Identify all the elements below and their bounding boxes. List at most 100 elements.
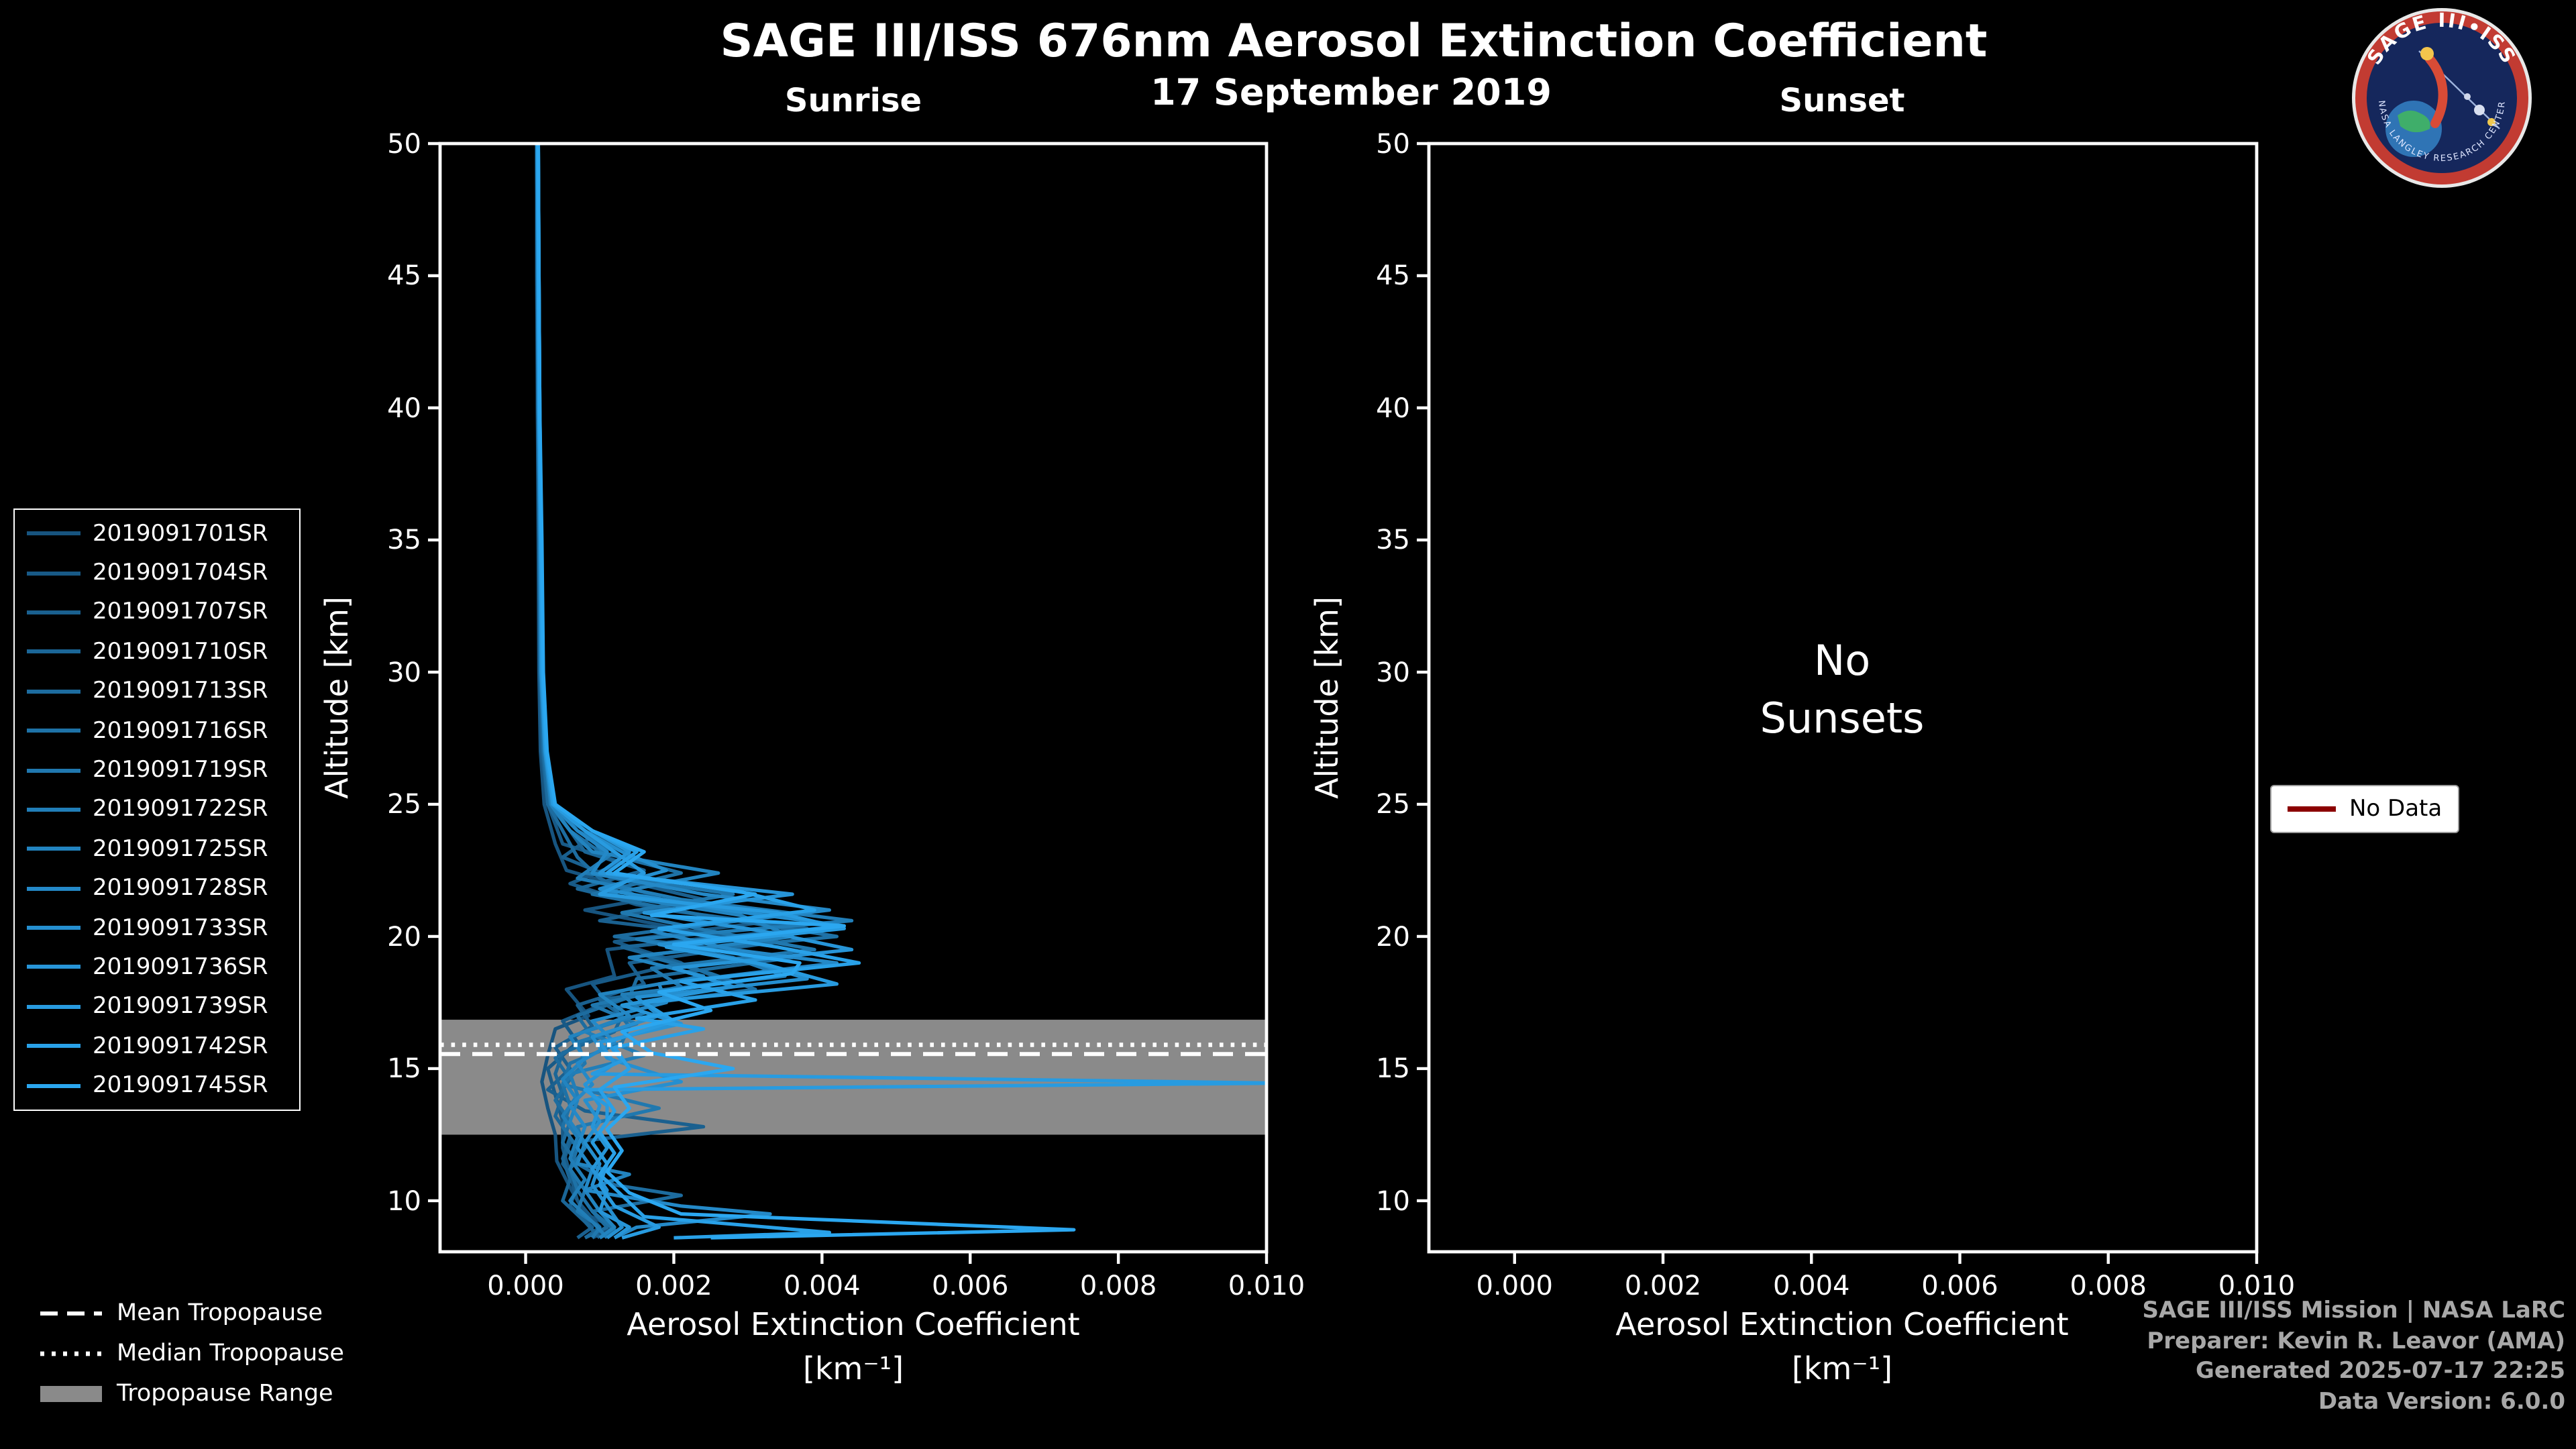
legend-item: 2019091704SR xyxy=(15,553,299,593)
x-tick-label: 0.008 xyxy=(1079,1269,1157,1301)
y-tick-label: 15 xyxy=(1376,1052,1410,1085)
x-tick-label: 0.004 xyxy=(784,1269,861,1301)
footer-line-version: Data Version: 6.0.0 xyxy=(2318,1388,2565,1415)
legend-item-label: 2019091745SR xyxy=(93,1072,268,1099)
y-tick-label: 10 xyxy=(387,1184,421,1217)
no-data-line-swatch xyxy=(2288,806,2336,812)
y-tick-label: 40 xyxy=(1376,391,1410,424)
y-tick-label: 30 xyxy=(1376,655,1410,688)
sunset-plot-area xyxy=(1417,142,2259,1264)
sage-iii-iss-logo: SAGE III•ISS NASA LANGLEY RESEARCH CENTE… xyxy=(2352,8,2532,188)
legend-line-swatch xyxy=(27,965,80,969)
logo-earth-land xyxy=(2398,110,2430,133)
logo-planet-icon xyxy=(2487,118,2496,126)
legend-item-label: 2019091716SR xyxy=(93,717,268,745)
logo-moon-icon xyxy=(2474,105,2485,115)
legend-item: 2019091728SR xyxy=(15,869,299,908)
legend-line-swatch xyxy=(27,1044,80,1049)
legend-item-label: 2019091728SR xyxy=(93,875,268,902)
sunrise-x-axis-units: [km⁻¹] xyxy=(802,1352,904,1387)
no-data-label: No Data xyxy=(2349,796,2443,822)
x-tick-label: 0.010 xyxy=(2218,1269,2296,1301)
x-tick-label: 0.002 xyxy=(635,1269,712,1301)
legend-line-swatch xyxy=(27,886,80,891)
y-tick-label: 30 xyxy=(387,655,421,688)
y-tick-label: 25 xyxy=(387,788,421,820)
tropopause-legend-item: Mean Tropopause xyxy=(40,1293,344,1334)
sunrise-panel-title: Sunrise xyxy=(784,82,922,119)
legend-item-label: 2019091704SR xyxy=(93,559,268,587)
legend-item: 2019091716SR xyxy=(15,711,299,751)
legend-line-swatch xyxy=(27,649,80,654)
tropopause-legend-label: Tropopause Range xyxy=(117,1381,333,1407)
x-tick-label: 0.006 xyxy=(1921,1269,1998,1301)
tropopause-legend-label: Median Tropopause xyxy=(117,1340,344,1367)
y-tick-label: 50 xyxy=(387,127,421,160)
legend-item-label: 2019091722SR xyxy=(93,796,268,823)
legend-line-swatch xyxy=(27,1083,80,1088)
legend-item: 2019091710SR xyxy=(15,632,299,672)
logo-figure-icon xyxy=(2425,54,2448,128)
dotted-swatch-icon xyxy=(40,1351,102,1356)
footer-line-generated: Generated 2025-07-17 22:25 xyxy=(2196,1358,2565,1385)
legend-item: 2019091719SR xyxy=(15,751,299,790)
footer-line-preparer: Preparer: Kevin R. Leavor (AMA) xyxy=(2147,1328,2565,1354)
legend-line-swatch xyxy=(27,926,80,930)
dashed-swatch-icon xyxy=(40,1311,102,1316)
sunrise-x-axis-label: Aerosol Extinction Coefficient xyxy=(627,1308,1080,1343)
legend-item-label: 2019091719SR xyxy=(93,757,268,784)
y-tick-label: 50 xyxy=(1376,127,1410,160)
sunrise-y-axis-label: Altitude [km] xyxy=(321,596,356,799)
y-tick-label: 35 xyxy=(387,523,421,556)
y-tick-label: 45 xyxy=(387,259,421,292)
y-tick-label: 20 xyxy=(1376,920,1410,953)
legend-item: 2019091713SR xyxy=(15,672,299,711)
y-tick-label: 35 xyxy=(1376,523,1410,556)
x-tick-label: 0.010 xyxy=(1228,1269,1305,1301)
legend-item: 2019091707SR xyxy=(15,593,299,633)
legend-line-swatch xyxy=(27,571,80,576)
tropopause-legend-label: Mean Tropopause xyxy=(117,1300,323,1327)
no-sunsets-annotation: No Sunsets xyxy=(1760,637,1925,744)
y-tick-label: 45 xyxy=(1376,259,1410,292)
legend-item: 2019091722SR xyxy=(15,790,299,829)
page-title: SAGE III/ISS 676nm Aerosol Extinction Co… xyxy=(720,15,1988,68)
legend-line-swatch xyxy=(27,807,80,812)
legend-line-swatch xyxy=(27,768,80,773)
y-tick-label: 15 xyxy=(387,1052,421,1085)
logo-sun-icon xyxy=(2420,47,2434,60)
x-tick-label: 0.008 xyxy=(2070,1269,2147,1301)
legend-item: 2019091745SR xyxy=(15,1066,299,1106)
sunset-panel-title: Sunset xyxy=(1779,82,1905,119)
plot-frame xyxy=(438,142,1269,1254)
footer-line-mission: SAGE III/ISS Mission | NASA LaRC xyxy=(2142,1297,2566,1324)
legend-line-swatch xyxy=(27,1004,80,1009)
sunset-x-axis-units: [km⁻¹] xyxy=(1791,1352,1893,1387)
legend-item: 2019091742SR xyxy=(15,1026,299,1066)
tropopause-legend-item: Tropopause Range xyxy=(40,1374,344,1414)
tropopause-legend: Mean Tropopause Median Tropopause Tropopau… xyxy=(40,1293,344,1414)
sunset-x-axis-label: Aerosol Extinction Coefficient xyxy=(1615,1308,2069,1343)
legend-item: 2019091739SR xyxy=(15,987,299,1026)
footer-credits: SAGE III/ISS Mission | NASA LaRC Prepare… xyxy=(2143,1296,2566,1417)
date-subtitle: 17 September 2019 xyxy=(1150,72,1552,114)
legend-line-swatch xyxy=(27,610,80,614)
sunrise-plot-area xyxy=(428,142,1269,1264)
legend-item-label: 2019091742SR xyxy=(93,1032,268,1060)
legend-item-label: 2019091710SR xyxy=(93,638,268,665)
x-tick-label: 0.000 xyxy=(487,1269,564,1301)
y-tick-label: 40 xyxy=(387,391,421,424)
legend-line-swatch xyxy=(27,729,80,733)
plot-frame xyxy=(1427,142,2259,1254)
legend-item-label: 2019091713SR xyxy=(93,678,268,705)
y-tick-label: 10 xyxy=(1376,1184,1410,1217)
legend-line-swatch xyxy=(27,531,80,536)
legend-item: 2019091733SR xyxy=(15,908,299,948)
x-tick-label: 0.006 xyxy=(931,1269,1009,1301)
y-tick-label: 25 xyxy=(1376,788,1410,820)
sunrise-series-legend: 2019091701SR 2019091704SR 2019091707SR 2019… xyxy=(13,508,301,1111)
tropopause-legend-item: Median Tropopause xyxy=(40,1334,344,1374)
legend-item-label: 2019091739SR xyxy=(93,993,268,1020)
legend-item-label: 2019091733SR xyxy=(93,914,268,942)
